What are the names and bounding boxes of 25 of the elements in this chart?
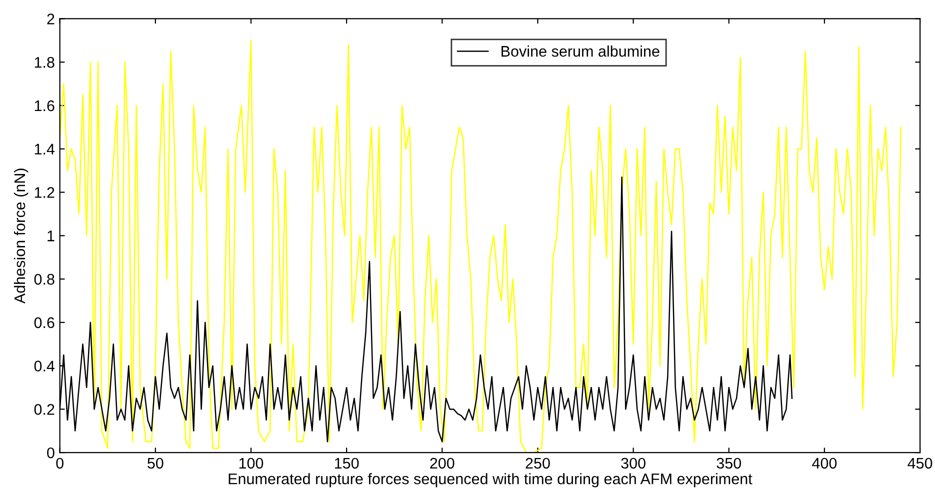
x-tick-label: 150 [334,458,359,469]
x-tick-label: 350 [716,458,742,469]
x-tick-label: 450 [908,458,932,469]
x-tick-label: 100 [239,458,264,469]
x-tick-label: 400 [812,458,837,469]
y-tick-label: 0.2 [34,404,54,415]
y-tick-label: 1.8 [34,56,54,68]
x-axis-title: Enumerated rupture forces sequenced with time during each AFM experiment [228,473,752,488]
x-tick-label: 250 [526,458,550,469]
y-tick-label: 0.8 [34,274,54,285]
x-tick-label: 300 [621,458,646,469]
line-series [60,40,902,453]
x-tick-label: 50 [148,458,164,469]
y-tick-label: 1.2 [34,187,54,198]
x-tick-label: 0 [56,458,64,469]
y-tick-label: 1 [48,230,54,242]
y-tick-label: 0.6 [34,317,54,328]
y-tick-label: 2 [47,14,54,24]
y-axis-title: Adhesion force (nN) [14,168,28,304]
y-tick-label: 1.6 [34,100,54,112]
y-tick-label: 1.4 [34,144,55,154]
x-tick-label: 200 [430,458,454,469]
legend-label: Bovine serum albumine [502,46,660,57]
y-tick-label: 0 [47,447,54,458]
y-tick-label: 0.4 [34,360,55,372]
